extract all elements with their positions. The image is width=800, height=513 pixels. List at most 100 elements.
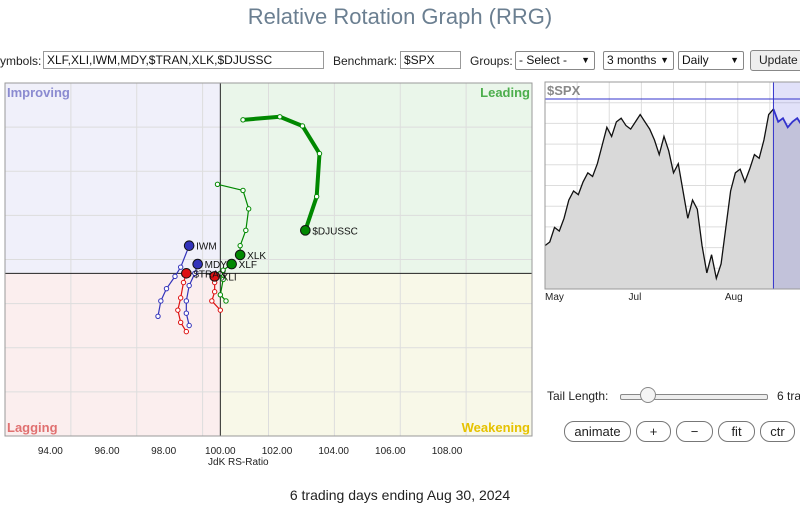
frequency-select[interactable]: Daily ▼ [678, 51, 744, 70]
x-tick-label: 100.00 [205, 446, 236, 457]
center-button[interactable]: ctr [760, 421, 795, 442]
tail-point-iwm [177, 264, 184, 270]
tail-point-iwm [158, 298, 164, 304]
series-label-mdy: MDY [205, 260, 228, 271]
series-label-iwm: IWM [196, 242, 217, 253]
frequency-select-value: Daily [682, 53, 709, 67]
spx-area [545, 109, 800, 289]
animate-button[interactable]: animate [564, 421, 631, 442]
groups-select-value: - Select - [519, 53, 568, 67]
spx-x-tick-label: Aug [725, 292, 743, 303]
plot-border [4, 82, 533, 437]
tail-point-mdy [186, 282, 192, 289]
spx-x-tick-label: May [545, 292, 564, 303]
head-point-xlf [226, 258, 237, 270]
groups-label: Groups: [470, 54, 513, 68]
tail-point-iwm [163, 285, 170, 292]
tail-point-xlf [217, 292, 224, 298]
spx-highlight-period [773, 82, 800, 289]
tail-point-xli [211, 289, 218, 295]
tail-point-djussc [316, 150, 323, 157]
groups-select[interactable]: - Select - ▼ [515, 51, 595, 70]
footer-caption: 6 trading days ending Aug 30, 2024 [289, 487, 511, 503]
zoom-in-button[interactable]: + [636, 421, 671, 442]
x-tick-label: 102.00 [262, 446, 293, 457]
tail-length-slider-handle[interactable] [640, 387, 656, 403]
tail-point-xlf [220, 267, 226, 273]
x-tick-label: 96.00 [94, 446, 119, 457]
x-tick-label: 108.00 [432, 446, 463, 457]
update-button[interactable]: Update [750, 50, 800, 71]
quadrant-label-improving: Improving [7, 85, 70, 100]
head-point-iwm [183, 240, 195, 251]
chevron-down-icon: ▼ [581, 55, 590, 65]
tail-point-djussc [299, 123, 306, 129]
benchmark-label: Benchmark: [333, 54, 398, 68]
head-point-xli [209, 271, 220, 282]
x-tick-label: 98.00 [151, 446, 176, 457]
chevron-down-icon: ▼ [730, 55, 739, 65]
zoom-out-button[interactable]: − [676, 421, 713, 442]
tail-point-xlf [220, 276, 226, 283]
period-select[interactable]: 3 months ▼ [603, 51, 674, 70]
series-label-xlk: XLK [247, 251, 266, 262]
tail-length-slider[interactable] [620, 394, 768, 400]
spx-title: $SPX [547, 83, 581, 98]
tail-point-tran [177, 295, 184, 301]
fit-button[interactable]: fit [718, 421, 755, 442]
quadrant-weakening [220, 273, 533, 436]
series-label-xlf: XLF [239, 260, 257, 271]
tail-point-xlk [245, 206, 252, 212]
tail-point-tran [183, 328, 190, 335]
series-label-tran: $TRAN [193, 269, 226, 280]
tail-point-mdy [183, 298, 190, 304]
tail-point-xli [217, 307, 224, 313]
tail-djussc [241, 114, 322, 233]
quadrant-label-weakening: Weakening [462, 420, 530, 435]
x-tick-label: 104.00 [318, 446, 349, 457]
tail-point-mdy [192, 270, 198, 277]
benchmark-input[interactable]: $SPX [400, 51, 461, 69]
spx-price-line-highlight [772, 108, 800, 129]
tail-point-djussc [277, 114, 283, 120]
tail-length-label: Tail Length: [547, 389, 609, 403]
quadrant-improving [5, 83, 221, 274]
x-axis-label: JdK RS-Ratio [208, 457, 269, 468]
tail-point-mdy [183, 310, 190, 316]
tail-point-tran [175, 307, 181, 313]
head-point-djussc [300, 225, 311, 236]
tail-point-xli [209, 298, 215, 304]
head-point-xlk [234, 249, 246, 261]
tail-point-xlk [240, 187, 246, 194]
tail-point-xlf [223, 298, 229, 304]
period-select-value: 3 months [607, 53, 657, 67]
quadrant-label-lagging: Lagging [7, 420, 58, 435]
tail-point-djussc [313, 193, 320, 200]
tail-point-djussc [240, 117, 246, 123]
tail-point-tran [177, 319, 184, 326]
spx-x-tick-label: Jul [629, 292, 642, 303]
tail-point-xlk [214, 181, 221, 187]
spx-chart: $SPX May Jul Aug [544, 81, 800, 303]
spx-border [544, 81, 800, 290]
quadrant-lagging [5, 273, 221, 436]
tail-point-iwm [155, 313, 161, 319]
spx-price-line [544, 108, 774, 281]
symbols-input[interactable]: XLF,XLI,IWM,MDY,$TRAN,XLK,$DJUSSC [43, 51, 324, 69]
controls-bar: ymbols: XLF,XLI,IWM,MDY,$TRAN,XLK,$DJUSS… [0, 50, 800, 72]
series-label-djussc: $DJUSSC [312, 226, 358, 237]
head-point-mdy [192, 258, 203, 270]
quadrant-leading [220, 83, 533, 274]
tail-point-mdy [186, 322, 192, 329]
tail-point-xlk [237, 242, 243, 249]
x-tick-label: 106.00 [375, 446, 406, 457]
tail-point-tran [180, 279, 187, 286]
page-title: Relative Rotation Graph (RRG) [247, 4, 553, 29]
head-point-tran [181, 268, 192, 279]
x-tick-label: 94.00 [38, 446, 63, 457]
quadrant-label-leading: Leading [480, 85, 530, 100]
tail-point-iwm [172, 273, 178, 280]
rrg-chart[interactable]: Improving Leading Lagging Weakening 94.00 96.… [0, 80, 540, 470]
tail-length-value: 6 tra [777, 389, 800, 403]
symbols-label: ymbols: [0, 54, 42, 68]
